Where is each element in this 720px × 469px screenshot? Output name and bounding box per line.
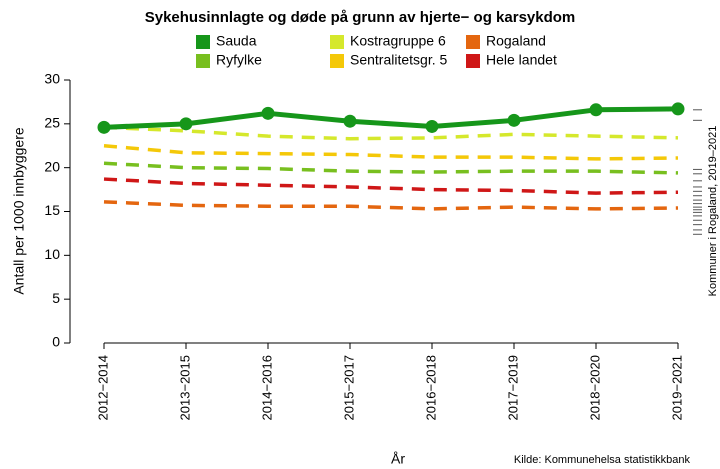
data-point [589, 103, 603, 117]
data-point [671, 102, 685, 116]
x-tick-label: 2012−2014 [95, 355, 110, 420]
y-tick-label: 10 [44, 246, 60, 262]
x-axis-label: År [391, 451, 405, 467]
legend-label: Hele landet [486, 52, 557, 68]
x-tick-label: 2017−2019 [505, 355, 520, 420]
data-point [179, 117, 193, 131]
y-axis-label: Antall per 1000 innbyggere [11, 127, 27, 295]
series-line [103, 125, 679, 141]
series-line [103, 161, 679, 175]
y-tick-label: 25 [44, 115, 60, 131]
legend-swatch [330, 54, 344, 68]
y-tick-label: 5 [52, 290, 60, 306]
y-tick-label: 15 [44, 202, 60, 218]
x-tick-label: 2013−2015 [177, 355, 192, 420]
source: Kilde: Kommunehelsa statistikkbank [514, 454, 691, 466]
legend-swatch [330, 35, 344, 49]
legend-label: Sentralitetsgr. 5 [350, 52, 447, 68]
x-tick-label: 2014−2016 [259, 355, 274, 420]
legend-swatch [466, 35, 480, 49]
y-tick-label: 20 [44, 158, 60, 174]
series-line [103, 106, 679, 130]
legend-label: Sauda [216, 33, 257, 49]
chart-title: Sykehusinnlagte og døde på grunn av hjer… [145, 9, 576, 26]
data-point [261, 106, 275, 120]
legend-label: Ryfylke [216, 52, 262, 68]
legend-label: Rogaland [486, 33, 546, 49]
legend-swatch [196, 35, 210, 49]
legend-label: Kostragruppe 6 [350, 33, 446, 49]
series-line [103, 144, 679, 161]
legend-swatch [196, 54, 210, 68]
x-tick-label: 2015−2017 [341, 355, 356, 420]
series-line [103, 177, 679, 195]
y-tick-label: 30 [44, 71, 60, 87]
x-tick-label: 2016−2018 [423, 355, 438, 420]
y-tick-label: 0 [52, 334, 60, 350]
x-tick-label: 2019−2021 [669, 355, 684, 420]
series-line [103, 200, 679, 211]
data-point [343, 114, 357, 128]
legend-swatch [466, 54, 480, 68]
rug-label: Kommuner i Rogaland, 2019–2021 [707, 126, 719, 297]
x-tick-label: 2018−2020 [587, 355, 602, 420]
data-point [425, 119, 439, 133]
data-point [507, 113, 521, 127]
data-point [97, 120, 111, 134]
